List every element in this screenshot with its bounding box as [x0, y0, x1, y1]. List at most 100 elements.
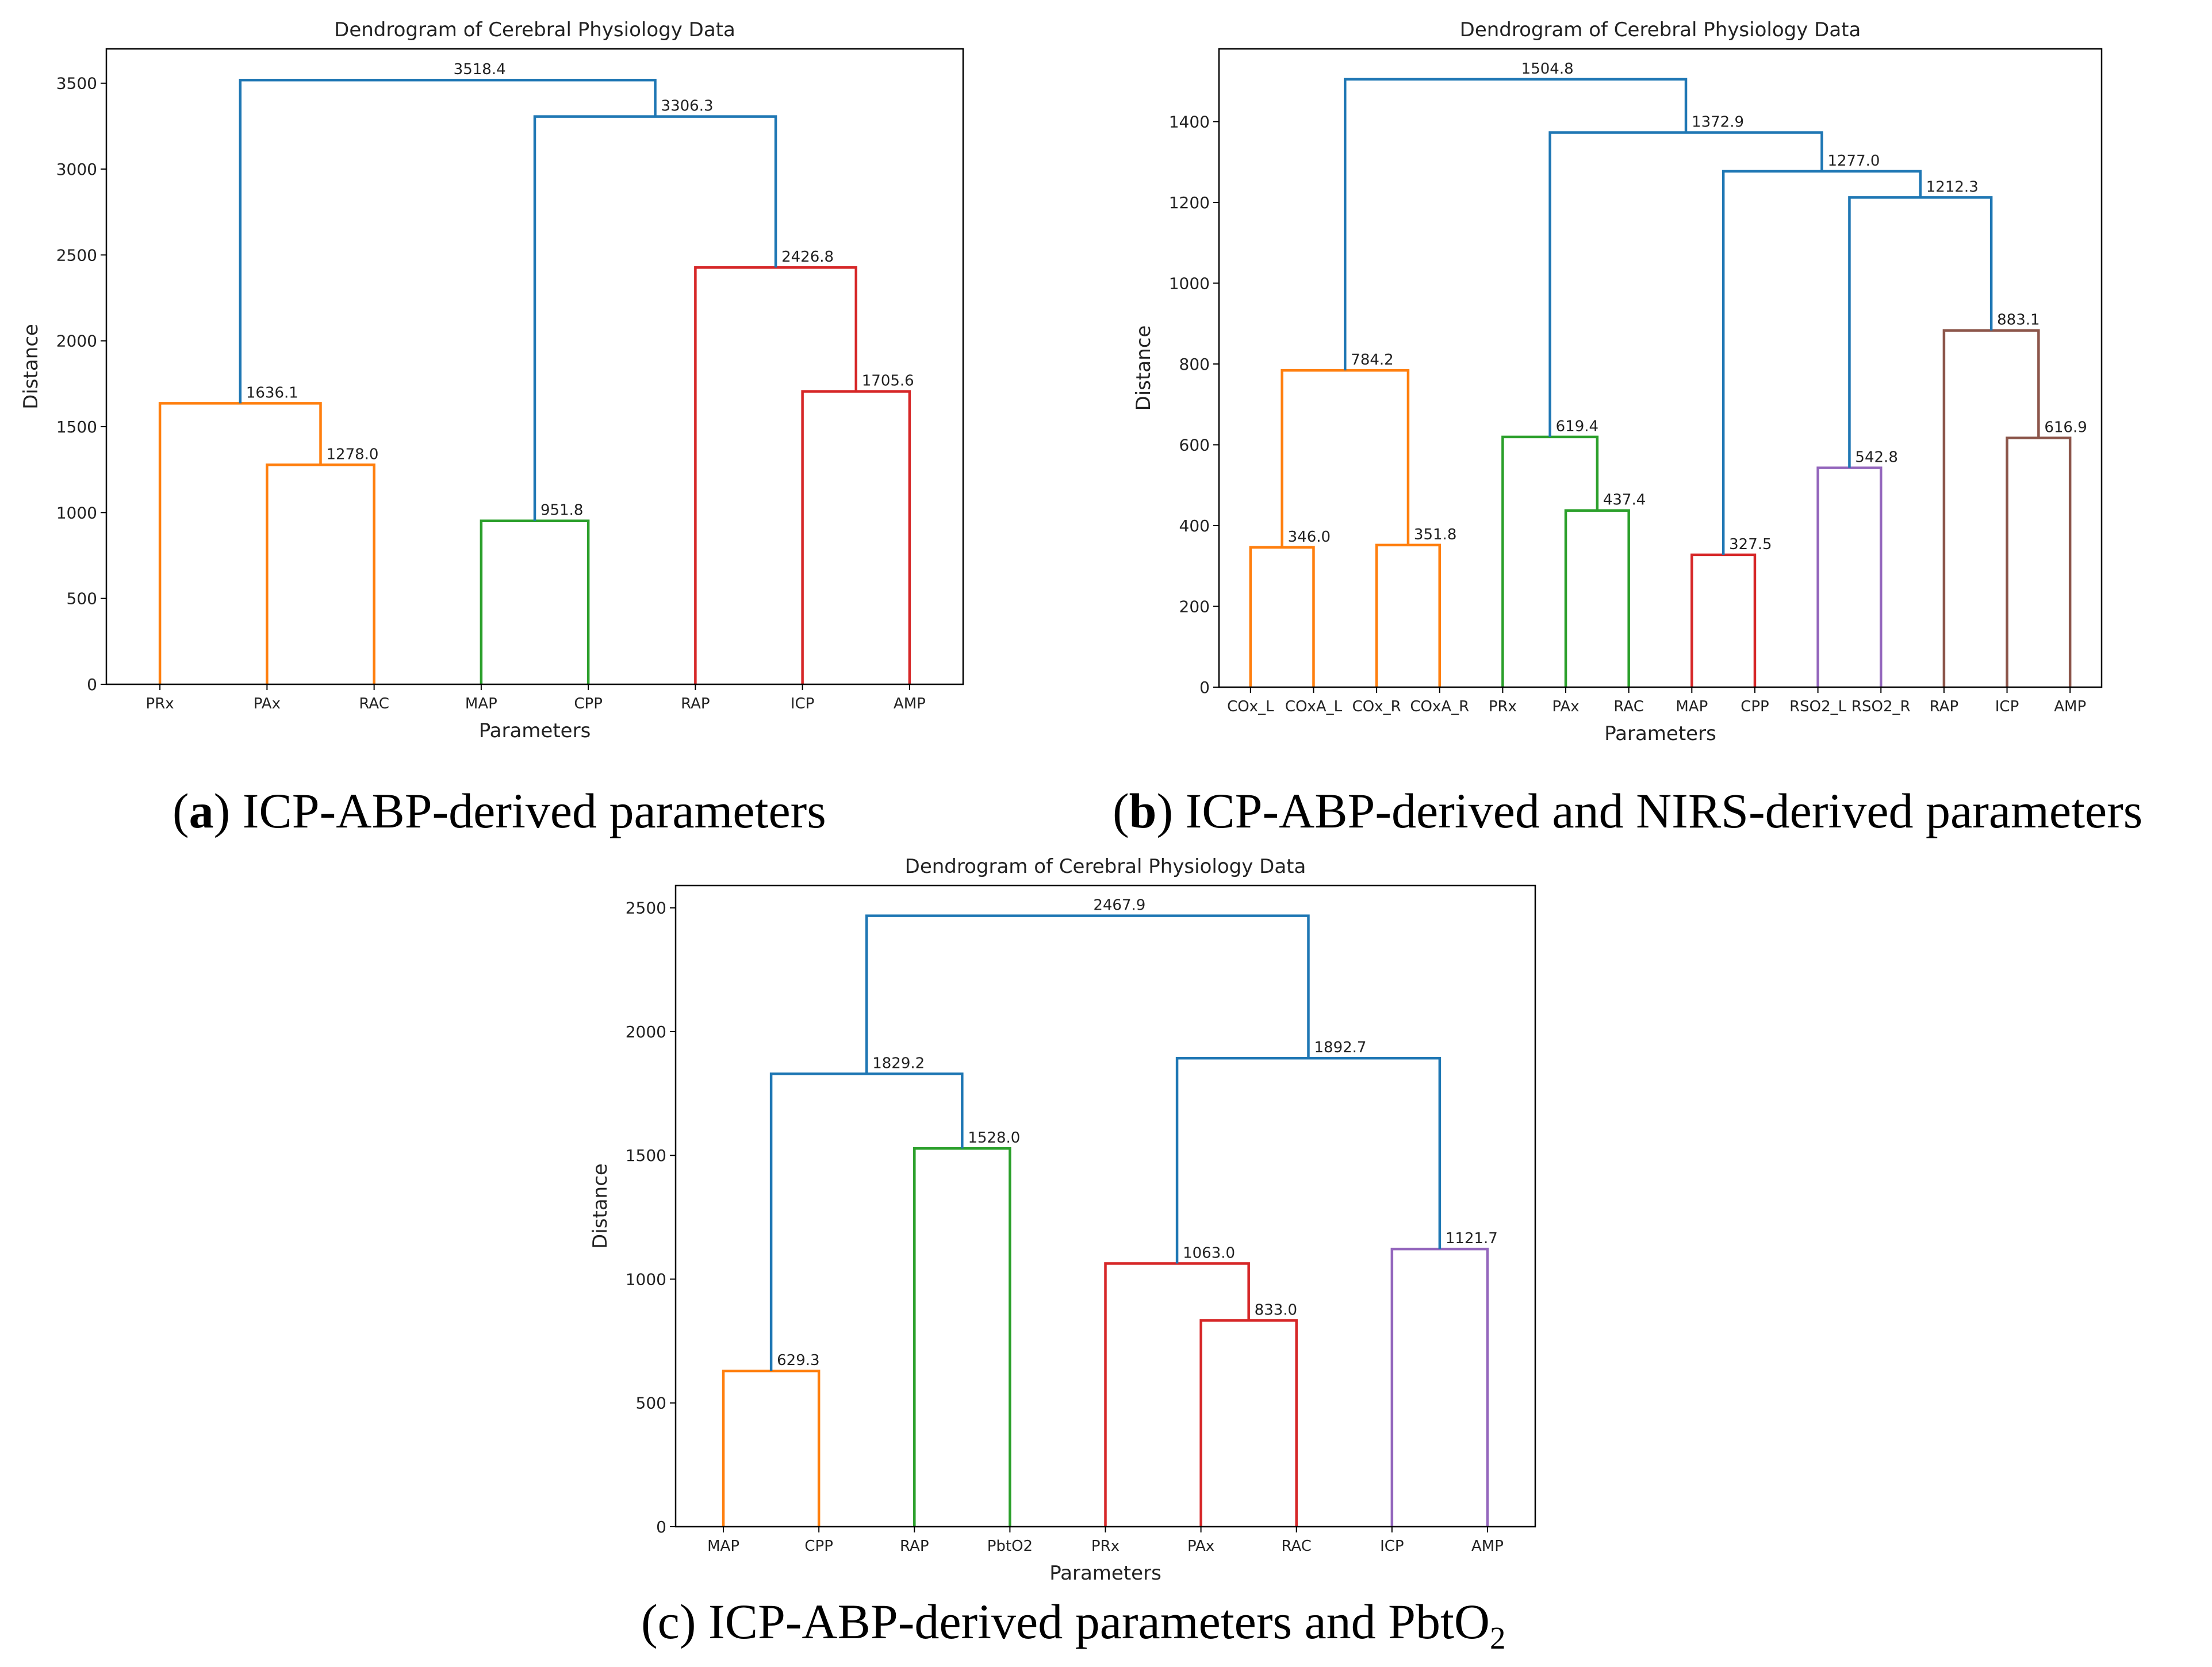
dendrogram-chart-c: Dendrogram of Cerebral Physiology Data 0 5…: [569, 842, 1558, 1590]
merge-distance-label: 1277.0: [1827, 152, 1880, 170]
merge-distance-label: 1372.9: [1692, 113, 1744, 131]
merge-distance-label: 619.4: [1556, 418, 1598, 435]
merge-distance-label: 1892.7: [1314, 1039, 1366, 1056]
dendrogram-c-svg: Dendrogram of Cerebral Physiology Data 0 5…: [589, 855, 1536, 1585]
dendrogram-link: [1816, 466, 1883, 687]
chart-title: Dendrogram of Cerebral Physiology Data: [905, 855, 1306, 878]
x-tick-label: MAP: [465, 695, 497, 712]
merge-distance-label: 3518.4: [454, 61, 506, 78]
dendrogram-link: [1942, 329, 2040, 687]
x-tick-label: CPP: [1741, 698, 1769, 715]
merge-distance-label: 1829.2: [872, 1055, 925, 1072]
merge-distance-label: 1528.0: [968, 1129, 1020, 1147]
y-tick-label: 400: [1179, 516, 1210, 535]
dendrogram-b-svg: Dendrogram of Cerebral Physiology Data 0 2…: [1132, 18, 2103, 745]
y-tick-label: 2500: [626, 899, 666, 918]
caption-a: (a) ICP-ABP-derived parameters: [172, 783, 826, 838]
y-tick-label: 1000: [626, 1270, 666, 1289]
y-tick-label: 0: [656, 1517, 666, 1536]
dendrogram-link: [694, 266, 857, 684]
x-tick-label: PAx: [254, 695, 281, 712]
chart-title: Dendrogram of Cerebral Physiology Data: [1460, 18, 1861, 41]
merge-distance-label: 1705.6: [862, 373, 914, 390]
x-tick-label: PAx: [1187, 1538, 1214, 1555]
caption-c-subscript: 2: [1489, 1620, 1506, 1656]
merge-distance-label: 883.1: [1997, 312, 2040, 329]
y-tick-label: 2000: [626, 1022, 666, 1041]
x-tick-label: PRx: [146, 695, 174, 712]
y-axis-label: Distance: [20, 324, 43, 409]
y-axis-label: Distance: [589, 1163, 612, 1249]
dendrogram-link: [865, 914, 1310, 1074]
merge-distance-label: 784.2: [1351, 351, 1393, 369]
x-tick-label: ICP: [1995, 698, 2019, 715]
x-tick-label: AMP: [2054, 698, 2086, 715]
y-tick-label: 1500: [626, 1146, 666, 1165]
caption-b: (b) ICP-ABP-derived and NIRS-derived par…: [1113, 783, 2143, 838]
merge-distance-label: 1121.7: [1446, 1230, 1498, 1247]
x-axis-label: Parameters: [479, 719, 591, 742]
caption-a-letter: a: [189, 783, 214, 838]
x-tick-label: ICP: [791, 695, 815, 712]
y-tick-label: 2500: [56, 246, 97, 265]
merge-distance-label: 1504.8: [1521, 60, 1574, 78]
dendrogram-link: [1249, 546, 1315, 687]
dendrogram-link: [158, 402, 322, 684]
merge-distance-label: 629.3: [777, 1352, 819, 1369]
y-tick-label: 1000: [1169, 274, 1210, 293]
caption-a-text: ICP-ABP-derived parameters: [230, 783, 826, 838]
x-tick-label: RAC: [1613, 698, 1644, 715]
merge-distance-label: 437.4: [1603, 492, 1646, 509]
x-tick-label: RSO2_R: [1851, 698, 1911, 715]
chart-title: Dendrogram of Cerebral Physiology Data: [334, 18, 735, 41]
dendrogram-chart-a: Dendrogram of Cerebral Physiology Data 0 5…: [0, 0, 989, 765]
x-tick-label: RAP: [900, 1538, 929, 1555]
dendrogram-link: [1690, 553, 1757, 687]
x-axis-label: Parameters: [1604, 722, 1716, 745]
dendrogram-link: [1104, 1262, 1250, 1527]
y-tick-label: 3500: [56, 74, 97, 93]
dendrogram-a-svg: Dendrogram of Cerebral Physiology Data 0 5…: [20, 18, 964, 742]
x-tick-label: MAP: [1676, 698, 1708, 715]
caption-c-text: ICP-ABP-derived parameters and PbtO: [696, 1594, 1490, 1649]
dendrogram-link: [1199, 1319, 1298, 1527]
y-tick-label: 800: [1179, 355, 1210, 374]
merge-distance-label: 1212.3: [1926, 178, 1979, 196]
y-tick-label: 3000: [56, 160, 97, 179]
x-tick-label: CPP: [804, 1538, 833, 1555]
merge-distance-label: 1636.1: [246, 384, 298, 401]
dendrogram-link: [2006, 436, 2072, 687]
x-tick-label: AMP: [1471, 1538, 1504, 1555]
y-tick-label: 500: [67, 589, 97, 608]
dendrogram-link: [722, 1369, 821, 1527]
dendrogram-link: [480, 519, 590, 684]
x-tick-label: COx_R: [1352, 698, 1401, 715]
merge-distance-label: 833.0: [1255, 1301, 1297, 1319]
merge-distance-label: 542.8: [1855, 449, 1897, 466]
merge-distance-label: 327.5: [1729, 536, 1772, 553]
y-tick-label: 1200: [1169, 193, 1210, 212]
x-tick-label: RAC: [359, 695, 389, 712]
y-tick-label: 1400: [1169, 112, 1210, 131]
x-tick-label: COx_L: [1227, 698, 1274, 715]
x-tick-label: CPP: [574, 695, 603, 712]
dendrogram-link: [1281, 369, 1410, 547]
caption-c: (c) ICP-ABP-derived parameters and PbtO2: [641, 1594, 1506, 1656]
merge-distance-label: 346.0: [1288, 528, 1331, 546]
y-tick-label: 600: [1179, 435, 1210, 454]
dendrogram-link: [1548, 131, 1823, 437]
x-tick-label: PRx: [1091, 1538, 1120, 1555]
y-tick-label: 500: [636, 1394, 666, 1413]
x-tick-label: RAC: [1281, 1538, 1312, 1555]
y-tick-label: 1500: [56, 417, 97, 436]
dendrogram-link: [1564, 509, 1630, 687]
plot-frame: [105, 48, 964, 685]
dendrogram-link: [533, 115, 777, 521]
dendrogram-link: [1722, 170, 1922, 555]
merge-distance-label: 616.9: [2044, 419, 2087, 436]
dendrogram-chart-b: Dendrogram of Cerebral Physiology Data 0 2…: [1121, 0, 2156, 765]
x-tick-label: AMP: [894, 695, 926, 712]
x-tick-label: PAx: [1552, 698, 1579, 715]
merge-distance-label: 2467.9: [1093, 897, 1145, 914]
x-tick-label: COxA_R: [1410, 698, 1469, 715]
